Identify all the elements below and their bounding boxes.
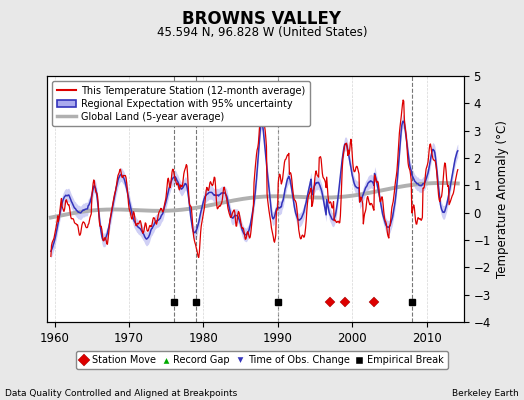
Y-axis label: Temperature Anomaly (°C): Temperature Anomaly (°C) (496, 120, 509, 278)
Text: Data Quality Controlled and Aligned at Breakpoints: Data Quality Controlled and Aligned at B… (5, 389, 237, 398)
Legend: This Temperature Station (12-month average), Regional Expectation with 95% uncer: This Temperature Station (12-month avera… (52, 81, 310, 126)
Legend: Station Move, Record Gap, Time of Obs. Change, Empirical Break: Station Move, Record Gap, Time of Obs. C… (77, 351, 447, 369)
Text: 45.594 N, 96.828 W (United States): 45.594 N, 96.828 W (United States) (157, 26, 367, 39)
Text: BROWNS VALLEY: BROWNS VALLEY (182, 10, 342, 28)
Text: Berkeley Earth: Berkeley Earth (452, 389, 519, 398)
